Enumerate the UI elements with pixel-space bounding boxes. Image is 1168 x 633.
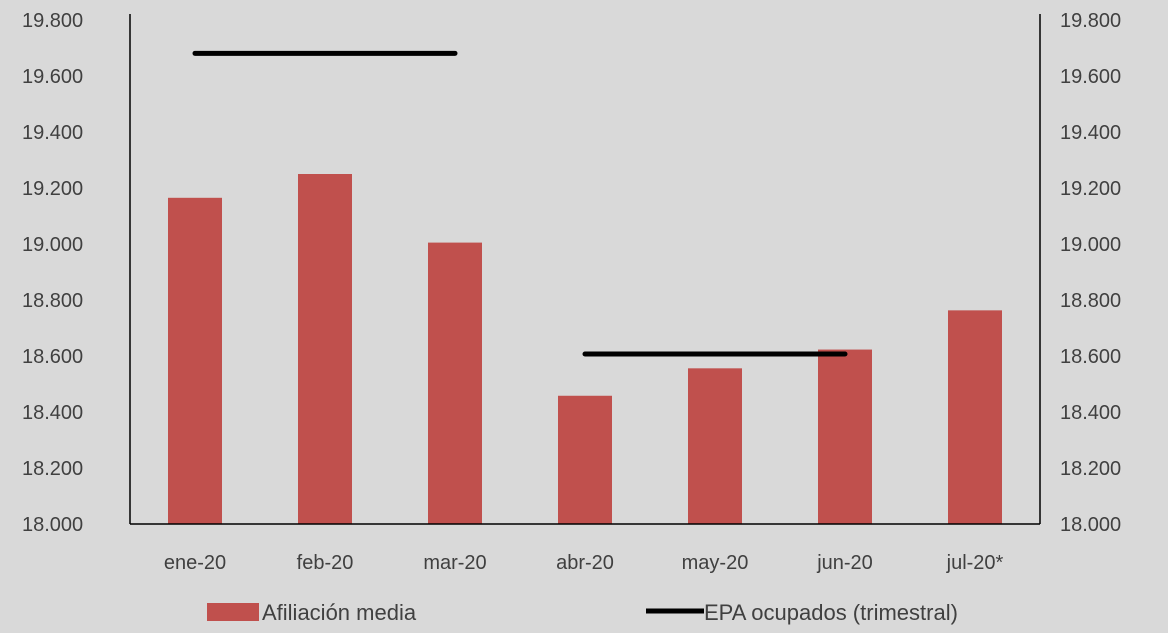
y-tick-label-left: 19.200 <box>22 178 83 200</box>
y-tick-label-right: 19.000 <box>1060 234 1121 256</box>
x-tick-label: feb-20 <box>297 552 354 574</box>
x-tick-label: abr-20 <box>556 552 614 574</box>
bar-abr-20 <box>558 395 612 524</box>
x-tick-label: ene-20 <box>164 552 226 574</box>
y-tick-label-right: 19.600 <box>1060 66 1121 88</box>
y-tick-label-right: 18.600 <box>1060 346 1121 368</box>
bar-feb-20 <box>298 174 352 524</box>
legend-swatch-bar <box>207 603 259 621</box>
y-tick-label-right: 18.000 <box>1060 514 1121 536</box>
x-tick-label: mar-20 <box>423 552 486 574</box>
y-tick-label-right: 18.400 <box>1060 402 1121 424</box>
y-tick-label-left: 18.800 <box>22 290 83 312</box>
y-tick-label-left: 19.400 <box>22 122 83 144</box>
y-tick-label-right: 18.800 <box>1060 290 1121 312</box>
y-tick-label-left: 19.000 <box>22 234 83 256</box>
y-tick-label-right: 19.800 <box>1060 10 1121 32</box>
y-tick-label-left: 18.200 <box>22 458 83 480</box>
y-tick-label-left: 18.600 <box>22 346 83 368</box>
legend-label-bar: Afiliación media <box>262 600 417 625</box>
y-tick-label-left: 19.800 <box>22 10 83 32</box>
y-tick-label-right: 18.200 <box>1060 458 1121 480</box>
y-tick-label-left: 18.000 <box>22 514 83 536</box>
bar-ene-20 <box>168 197 222 525</box>
legend-label-line: EPA ocupados (trimestral) <box>704 600 958 625</box>
bar-may-20 <box>688 368 742 524</box>
bar-jun-20 <box>818 349 872 524</box>
y-tick-label-left: 18.400 <box>22 402 83 424</box>
x-tick-label: jul-20* <box>946 552 1004 574</box>
bar-mar-20 <box>428 242 482 524</box>
y-tick-label-left: 19.600 <box>22 66 83 88</box>
y-tick-label-right: 19.400 <box>1060 122 1121 144</box>
bar-jul-20 <box>948 310 1002 524</box>
y-tick-label-right: 19.200 <box>1060 178 1121 200</box>
x-tick-label: jun-20 <box>816 552 873 574</box>
x-tick-label: may-20 <box>682 552 749 574</box>
